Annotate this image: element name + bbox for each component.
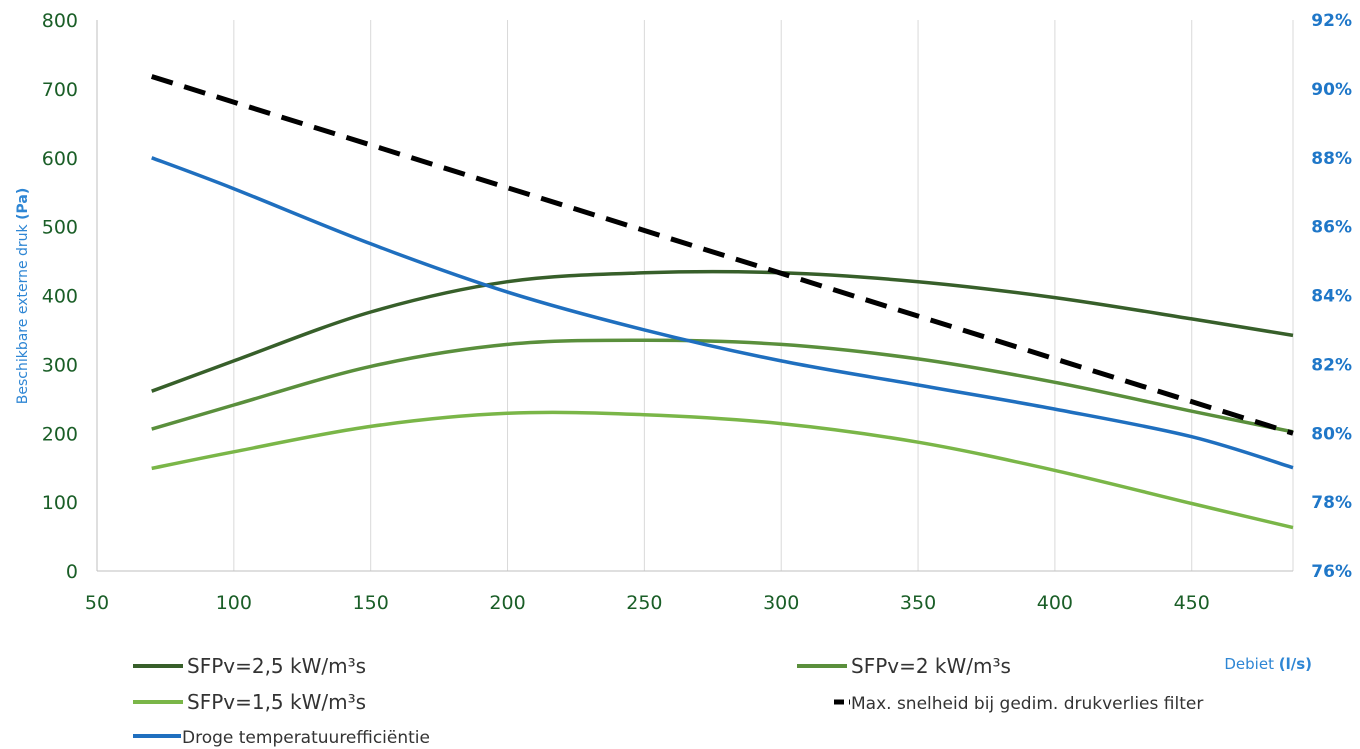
x-tick-label: 300 — [763, 592, 799, 614]
y2-tick-label: 84% — [1311, 287, 1352, 307]
y-tick-label: 800 — [42, 10, 78, 32]
legend: SFPv=2,5 kW/m³s SFPv=2 kW/m³s SFPv=1,5 kW/… — [133, 654, 1203, 748]
series-line-droge-temperatuureffici-ntie — [151, 156, 1294, 470]
x-axis-label: Debiet (l/s) — [1224, 655, 1312, 673]
x-tick-label: 100 — [216, 592, 252, 614]
legend-label: SFPv=2,5 kW/m³s — [187, 654, 366, 678]
y2-tick-label: 76% — [1311, 562, 1352, 582]
y2-tick-label: 86% — [1311, 218, 1352, 238]
legend-label: Max. snelheid bij gedim. drukverlies fil… — [851, 694, 1203, 714]
y2-tick-label: 82% — [1311, 355, 1352, 375]
y-tick-label: 100 — [42, 492, 78, 514]
y2-tick-label: 92% — [1311, 11, 1352, 31]
x-tick-label: 50 — [85, 592, 109, 614]
legend-label: SFPv=1,5 kW/m³s — [187, 690, 366, 714]
y-axis-right-ticks: 76% 78% 80% 82% 84% 86% 88% 90% 92% — [1311, 11, 1352, 582]
legend-label: SFPv=2 kW/m³s — [851, 654, 1011, 678]
y-tick-label: 0 — [66, 561, 78, 583]
legend-label: Droge temperatuurefficiëntie — [182, 728, 430, 748]
y-axis-label: Beschikbare externe druk (Pa) — [15, 188, 31, 404]
series-line-sfpv-2-5-kw-m-s — [151, 269, 1294, 393]
x-tick-label: 250 — [626, 592, 662, 614]
series-line-sfpv-2-kw-m-s — [151, 338, 1294, 434]
y-tick-label: 200 — [42, 423, 78, 445]
x-tick-label: 200 — [489, 592, 525, 614]
y2-tick-label: 80% — [1311, 424, 1352, 444]
series-lines — [150, 74, 1294, 530]
y-tick-label: 600 — [42, 148, 78, 170]
gridlines — [96, 20, 1294, 572]
x-axis-ticks: 50 100 150 200 250 300 350 400 450 — [85, 592, 1210, 614]
x-tick-label: 400 — [1037, 592, 1073, 614]
x-tick-label: 350 — [900, 592, 936, 614]
y-tick-label: 500 — [42, 217, 78, 239]
x-tick-label: 450 — [1174, 592, 1210, 614]
y-tick-label: 700 — [42, 79, 78, 101]
y-tick-label: 400 — [42, 286, 78, 308]
y-tick-label: 300 — [42, 354, 78, 376]
series-line-max-snelheid-bij-gedim-drukverlies-filter — [150, 74, 1294, 436]
y2-tick-label: 78% — [1311, 493, 1352, 513]
series-line-sfpv-1-5-kw-m-s — [151, 410, 1294, 530]
y2-tick-label: 90% — [1311, 80, 1352, 100]
y2-tick-label: 88% — [1311, 149, 1352, 169]
y-axis-left-ticks: 0 100 200 300 400 500 600 700 800 — [42, 10, 78, 583]
x-tick-label: 150 — [353, 592, 389, 614]
